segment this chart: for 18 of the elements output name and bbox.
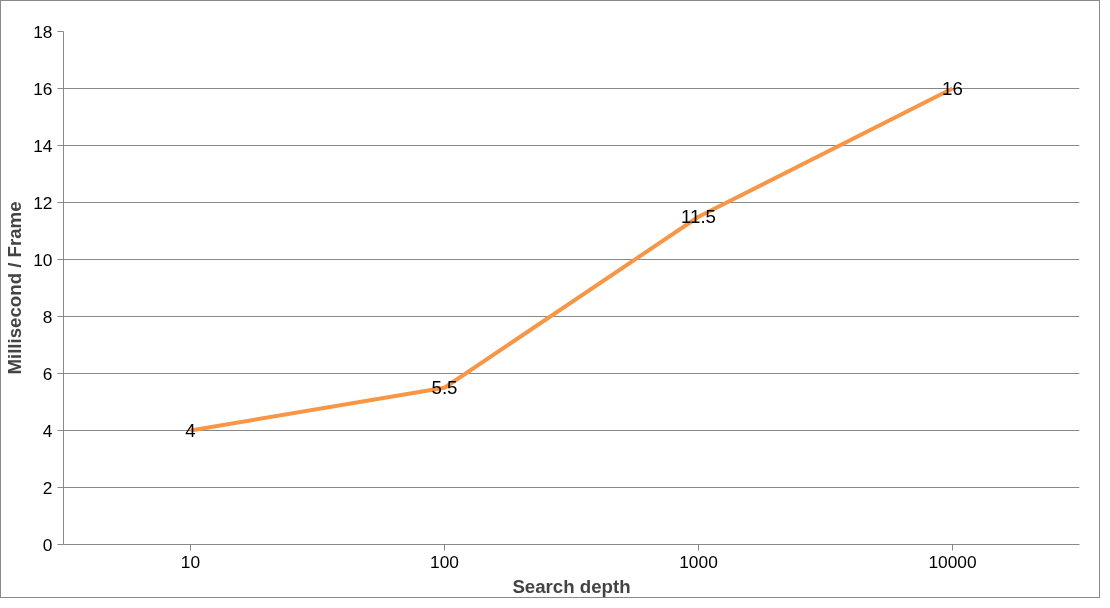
y-tick-label: 12	[33, 192, 53, 213]
x-tick-label: 10000	[928, 551, 977, 572]
y-tick-label: 6	[42, 363, 53, 384]
y-tick-label: 16	[33, 78, 53, 99]
x-tick-label: 100	[430, 551, 459, 572]
y-tick-label: 2	[42, 477, 53, 498]
y-tick-label: 14	[33, 135, 53, 156]
y-tick-label: 0	[42, 534, 53, 555]
y-tick-label: 18	[33, 21, 53, 42]
data-label: 4	[185, 420, 196, 441]
y-tick-label: 4	[42, 420, 53, 441]
y-tick-label: 8	[42, 306, 53, 327]
y-axis-title: Millisecond / Frame	[4, 201, 26, 375]
x-axis-title: Search depth	[512, 575, 631, 597]
data-label: 16	[942, 78, 963, 99]
x-tick-label: 10	[180, 551, 201, 572]
x-tick-label: 1000	[679, 551, 718, 572]
y-tick-label: 10	[33, 249, 53, 270]
